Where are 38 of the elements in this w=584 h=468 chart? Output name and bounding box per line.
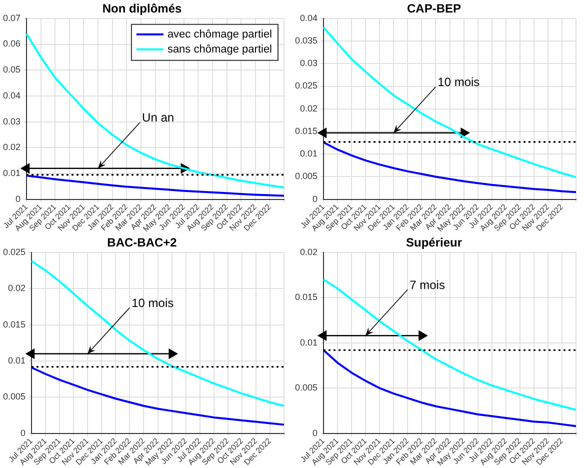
y-tick-label: 0.025 <box>294 80 318 91</box>
y-tick-label: 0 <box>312 194 318 204</box>
y-tick-label: 0.015 <box>294 292 318 302</box>
legend-label: sans chômage partiel <box>167 43 272 56</box>
y-tick-label: 0.03 <box>2 116 21 126</box>
chart-title: Non diplômés <box>102 2 182 16</box>
y-tick-label: 0.015 <box>2 319 26 330</box>
y-tick-label: 0.02 <box>300 246 318 257</box>
y-tick-label: 0 <box>16 194 21 204</box>
y-tick-label: 0.025 <box>2 246 26 257</box>
y-tick-label: 0.02 <box>2 142 21 152</box>
y-tick-label: 0.02 <box>300 103 318 114</box>
y-tick-label: 0.005 <box>294 382 318 393</box>
annotation: 10 mois <box>132 296 174 310</box>
y-tick-label: 0.05 <box>2 64 21 75</box>
y-tick-label: 0.015 <box>294 126 318 136</box>
y-tick-label: 0.06 <box>2 38 21 49</box>
annotation: Un an <box>142 110 174 125</box>
y-tick-label: 0.005 <box>2 392 26 402</box>
y-tick-label: 0.04 <box>2 90 21 100</box>
chart-title: Supérieur <box>406 236 462 250</box>
y-tick-label: 0.01 <box>8 355 26 366</box>
y-tick-label: 0.03 <box>300 58 318 68</box>
y-tick-label: 0.035 <box>294 36 318 46</box>
legend-label: avec chômage partiel <box>167 28 272 40</box>
annotation: 7 mois <box>410 278 445 292</box>
chart-title: CAP-BEP <box>406 2 462 16</box>
y-tick-label: 0.01 <box>300 148 318 159</box>
annotation: 10 mois <box>438 75 480 90</box>
y-tick-label: 0 <box>20 428 26 438</box>
y-tick-label: 0.005 <box>294 171 318 182</box>
y-tick-label: 0.01 <box>300 337 318 348</box>
y-tick-label: 0.07 <box>2 12 21 23</box>
y-tick-label: 0 <box>312 428 318 438</box>
y-tick-label: 0.01 <box>2 168 21 178</box>
y-tick-label: 0.02 <box>8 283 26 294</box>
chart-title: BAC-BAC+2 <box>107 236 178 250</box>
y-tick-label: 0.04 <box>300 12 318 23</box>
